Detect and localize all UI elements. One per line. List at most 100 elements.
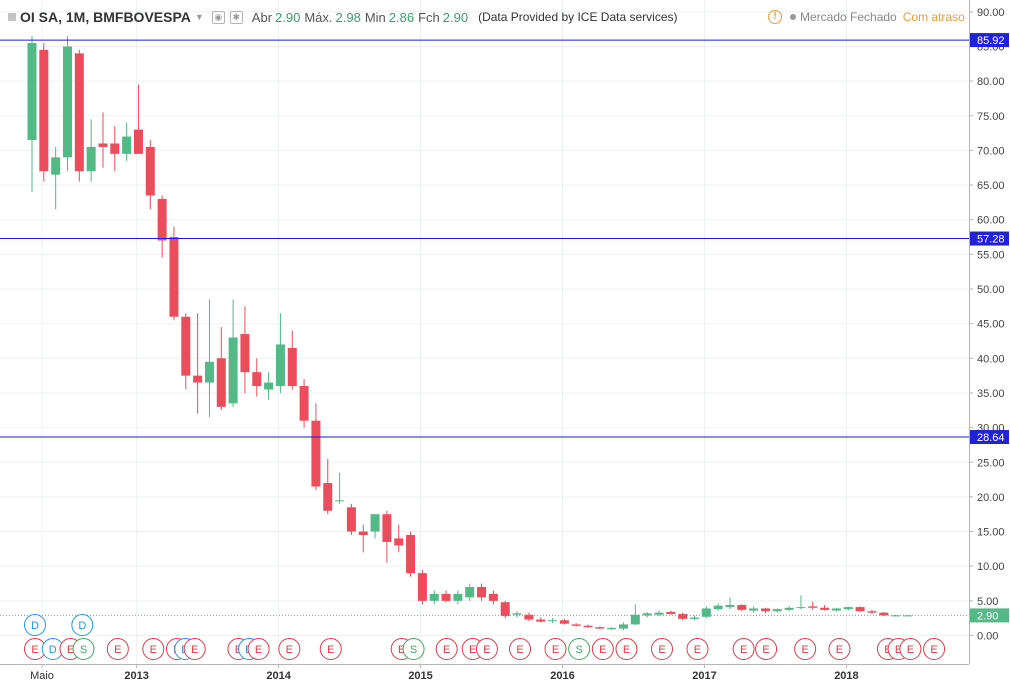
candle-body	[595, 627, 605, 629]
event-marker-e[interactable]: E	[899, 638, 922, 660]
y-tick-label: 35.00	[977, 388, 1005, 400]
event-marker-s[interactable]: S	[402, 638, 425, 660]
candle-body	[512, 613, 522, 615]
event-circle	[247, 638, 270, 660]
event-marker-e[interactable]: E	[278, 638, 301, 660]
y-tick-label: 70.00	[977, 145, 1005, 157]
candle-body	[725, 605, 735, 608]
event-circle	[686, 638, 709, 660]
candle-body	[831, 608, 841, 611]
candle-body	[382, 514, 392, 542]
series-color-swatch[interactable]	[8, 13, 16, 21]
event-letter: E	[762, 644, 769, 656]
y-tick-label: 0.00	[977, 631, 998, 643]
candle-body	[548, 620, 558, 622]
event-letter: E	[443, 644, 450, 656]
candle-body	[689, 617, 699, 619]
warning-icon[interactable]: !	[768, 10, 782, 24]
chevron-down-icon[interactable]: ▼	[194, 12, 204, 22]
event-marker-e[interactable]: E	[755, 638, 778, 660]
open-value: 2.90	[275, 9, 301, 25]
status-dot-icon	[790, 14, 796, 20]
price-axis[interactable]: 0.005.0010.0015.0020.0025.0030.0035.0040…	[969, 0, 1005, 664]
open-label: Abr	[251, 9, 273, 25]
last-price-badge	[970, 608, 1009, 623]
delay-label[interactable]: Com atraso	[902, 10, 965, 24]
y-tick-label: 80.00	[977, 76, 1005, 88]
event-letter: E	[483, 644, 490, 656]
candle-body	[145, 146, 155, 196]
x-tick-label: Maio	[30, 670, 54, 682]
event-marker-e[interactable]: E	[435, 638, 458, 660]
event-marker-e[interactable]: E	[475, 638, 498, 660]
event-marker-e[interactable]: E	[319, 638, 342, 660]
event-marker-d[interactable]: D	[71, 614, 94, 636]
event-marker-e[interactable]: E	[247, 638, 270, 660]
candle-body	[169, 237, 179, 317]
y-tick-label: 50.00	[977, 284, 1005, 296]
event-marker-e[interactable]: E	[828, 638, 851, 660]
candle-body	[619, 624, 628, 629]
candle-body	[323, 483, 333, 511]
event-marker-d[interactable]: D	[24, 614, 46, 636]
candle-body	[654, 612, 664, 615]
candle-body	[536, 619, 546, 622]
event-letter: E	[255, 644, 262, 656]
time-axis[interactable]: Maio 2013 2014 2015 2016 2017 2018	[0, 664, 969, 682]
candle-body	[346, 507, 356, 532]
market-status: ! Mercado Fechado Com atraso	[768, 10, 965, 24]
candle-body	[820, 607, 830, 610]
event-marker-e[interactable]: E	[686, 638, 709, 660]
y-tick-label: 5.00	[977, 596, 998, 608]
event-marker-e[interactable]: E	[732, 638, 755, 660]
candle-body	[216, 358, 226, 407]
event-letter: E	[552, 644, 559, 656]
candle-body	[441, 593, 451, 601]
event-letter: E	[740, 644, 747, 656]
y-tick-label: 65.00	[977, 180, 1005, 192]
event-letter: E	[599, 644, 606, 656]
event-marker-e[interactable]: E	[106, 638, 129, 660]
candle-body	[524, 614, 534, 620]
symbol-title[interactable]: OI SA, 1M, BMFBOVESPA	[20, 9, 191, 25]
candle-body	[122, 136, 132, 154]
event-marker-e[interactable]: E	[509, 638, 532, 660]
candle-body	[74, 53, 84, 172]
event-marker-e[interactable]: E	[615, 638, 638, 660]
y-tick-label: 20.00	[977, 492, 1005, 504]
event-letter: E	[286, 644, 293, 656]
candles	[27, 36, 912, 630]
event-letter: E	[801, 644, 808, 656]
candle-body	[772, 609, 782, 612]
event-marker-e[interactable]: E	[591, 638, 614, 660]
event-letter: E	[836, 644, 843, 656]
grid-lines	[0, 0, 969, 664]
event-marker-e[interactable]: E	[923, 638, 946, 660]
event-letter: E	[67, 644, 74, 656]
y-tick-label: 55.00	[977, 249, 1005, 261]
price-badges: 85.92 57.28 28.64 2.90	[970, 33, 1009, 623]
event-circle	[544, 638, 567, 660]
candle-body	[465, 586, 475, 598]
event-marker-e[interactable]: E	[794, 638, 817, 660]
event-letter: E	[895, 644, 902, 656]
event-marker-e[interactable]: E	[544, 638, 567, 660]
candle-body	[713, 605, 723, 610]
event-marker-e[interactable]: E	[183, 638, 206, 660]
event-marker-e[interactable]: E	[650, 638, 673, 660]
event-circle	[591, 638, 614, 660]
event-letter: E	[623, 644, 630, 656]
event-circle	[755, 638, 778, 660]
event-circle	[828, 638, 851, 660]
event-circle	[509, 638, 532, 660]
event-marker-s[interactable]: S	[72, 638, 95, 660]
y-tick-label: 45.00	[977, 319, 1005, 331]
candle-body	[370, 514, 380, 532]
event-marker-e[interactable]: E	[142, 638, 165, 660]
eye-icon[interactable]: ◉	[211, 10, 225, 24]
event-marker-s[interactable]: S	[568, 638, 591, 660]
gear-icon[interactable]: ✱	[229, 10, 243, 24]
event-letter: E	[907, 644, 914, 656]
x-tick-label: 2013	[124, 670, 148, 682]
